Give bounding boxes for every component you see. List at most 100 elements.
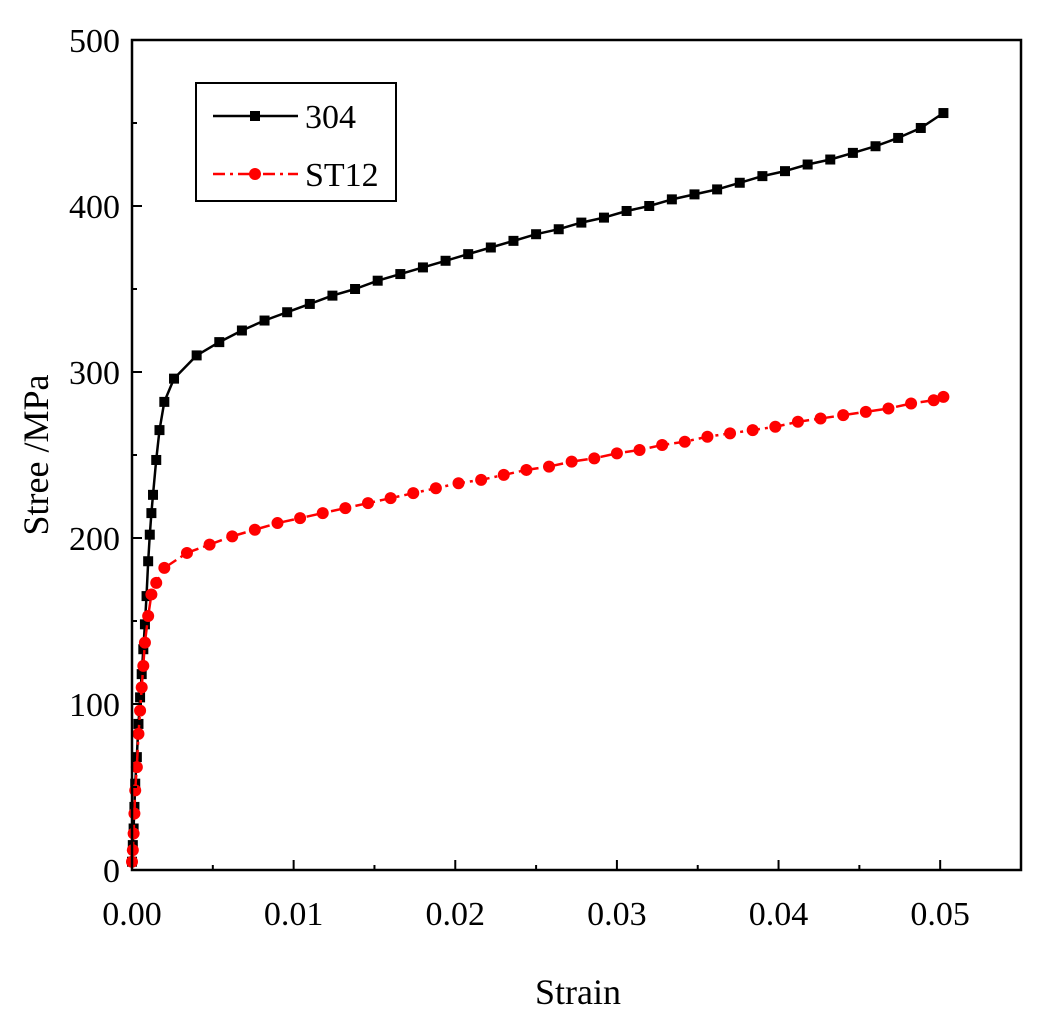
data-point-304 — [893, 132, 904, 143]
data-point-st12 — [132, 727, 145, 740]
data-point-304 — [417, 262, 428, 273]
data-point-st12 — [142, 610, 155, 623]
data-point-304 — [689, 189, 700, 200]
x-tick-label: 0.02 — [426, 896, 486, 933]
data-point-304 — [159, 396, 170, 407]
data-point-st12 — [656, 439, 669, 452]
data-point-st12 — [294, 512, 307, 525]
data-point-304 — [136, 669, 147, 680]
data-point-st12 — [407, 487, 420, 500]
data-point-304 — [191, 350, 202, 361]
data-point-st12 — [927, 394, 940, 407]
legend-box — [195, 82, 397, 202]
data-point-st12 — [497, 468, 510, 481]
data-point-st12 — [158, 561, 171, 574]
series-layer — [126, 108, 950, 868]
data-point-304 — [135, 692, 146, 703]
data-point-304 — [133, 718, 144, 729]
data-point-304 — [757, 171, 768, 182]
data-point-st12 — [588, 452, 601, 465]
data-point-304 — [350, 284, 361, 294]
y-tick-label: 400 — [69, 189, 120, 226]
data-point-st12 — [701, 430, 714, 443]
data-point-st12 — [678, 435, 691, 448]
data-point-st12 — [633, 444, 646, 457]
data-point-st12 — [814, 412, 827, 425]
legend: 304 ST12 — [195, 82, 397, 202]
data-point-304 — [734, 177, 745, 188]
x-tick-label: 0.05 — [910, 896, 970, 933]
data-point-304 — [138, 644, 149, 655]
data-point-304 — [139, 619, 150, 630]
data-point-304 — [463, 249, 474, 260]
data-point-st12 — [520, 463, 533, 476]
data-point-304 — [870, 141, 881, 152]
y-tick-label: 100 — [69, 687, 120, 724]
data-point-st12 — [128, 807, 141, 820]
data-point-304 — [148, 489, 159, 500]
data-point-st12 — [138, 636, 151, 649]
data-point-304 — [644, 201, 655, 211]
y-tick-label: 0 — [103, 853, 120, 890]
data-point-st12 — [724, 427, 737, 440]
data-point-304 — [847, 147, 858, 158]
data-point-st12 — [248, 523, 261, 536]
y-tick-label: 300 — [69, 355, 120, 392]
data-point-st12 — [127, 827, 140, 840]
data-point-304 — [282, 307, 293, 318]
x-tick-label: 0.00 — [102, 896, 162, 933]
data-point-st12 — [791, 415, 804, 428]
y-tick-label: 200 — [69, 521, 120, 558]
x-axis-title: Strain — [535, 972, 621, 1012]
data-point-304 — [598, 212, 609, 223]
data-point-304 — [621, 205, 632, 216]
data-point-st12 — [316, 507, 329, 520]
data-point-st12 — [271, 517, 284, 530]
y-axis-title: Stree /MPa — [16, 374, 56, 535]
y-tick-label: 500 — [69, 23, 120, 60]
data-point-st12 — [475, 473, 488, 486]
legend-items: 304 ST12 — [213, 99, 379, 194]
data-point-304 — [531, 229, 542, 240]
data-point-304 — [214, 337, 225, 348]
data-point-st12 — [769, 420, 782, 433]
data-point-st12 — [746, 424, 759, 437]
data-point-st12 — [859, 405, 872, 418]
data-point-304 — [508, 235, 519, 246]
data-point-st12 — [137, 659, 150, 672]
data-point-304 — [372, 275, 383, 286]
data-point-st12 — [882, 402, 895, 415]
data-point-304 — [146, 508, 157, 519]
series-line-304 — [130, 111, 945, 862]
data-point-304 — [666, 194, 677, 205]
data-point-304 — [169, 373, 180, 384]
data-point-st12 — [134, 704, 147, 717]
data-point-st12 — [543, 460, 556, 473]
legend-label-st12: ST12 — [305, 157, 379, 194]
data-point-304 — [825, 154, 836, 165]
data-point-304 — [780, 166, 791, 177]
data-point-304 — [485, 242, 496, 253]
legend-marker-304 — [250, 111, 260, 121]
data-point-st12 — [610, 447, 623, 460]
data-point-st12 — [145, 588, 158, 601]
data-point-304 — [327, 290, 338, 301]
data-point-st12 — [429, 482, 442, 495]
data-point-st12 — [150, 576, 163, 589]
x-tick-label: 0.01 — [264, 896, 324, 933]
data-point-304 — [712, 184, 723, 195]
data-point-304 — [915, 122, 926, 133]
data-point-304 — [395, 269, 406, 280]
x-tick-label: 0.03 — [587, 896, 647, 933]
data-point-st12 — [905, 397, 918, 410]
data-point-st12 — [937, 390, 950, 403]
data-point-st12 — [203, 538, 216, 551]
data-point-st12 — [130, 761, 143, 774]
data-point-st12 — [339, 502, 352, 515]
data-point-st12 — [361, 497, 374, 510]
axis-layer: 0.00 0.01 0.02 0.03 0.04 0.05 0 100 200 300 400 500 — [69, 23, 970, 933]
x-tick-label: 0.04 — [749, 896, 809, 933]
data-point-304 — [440, 255, 451, 266]
data-point-304 — [144, 529, 155, 540]
data-point-st12 — [384, 492, 397, 505]
